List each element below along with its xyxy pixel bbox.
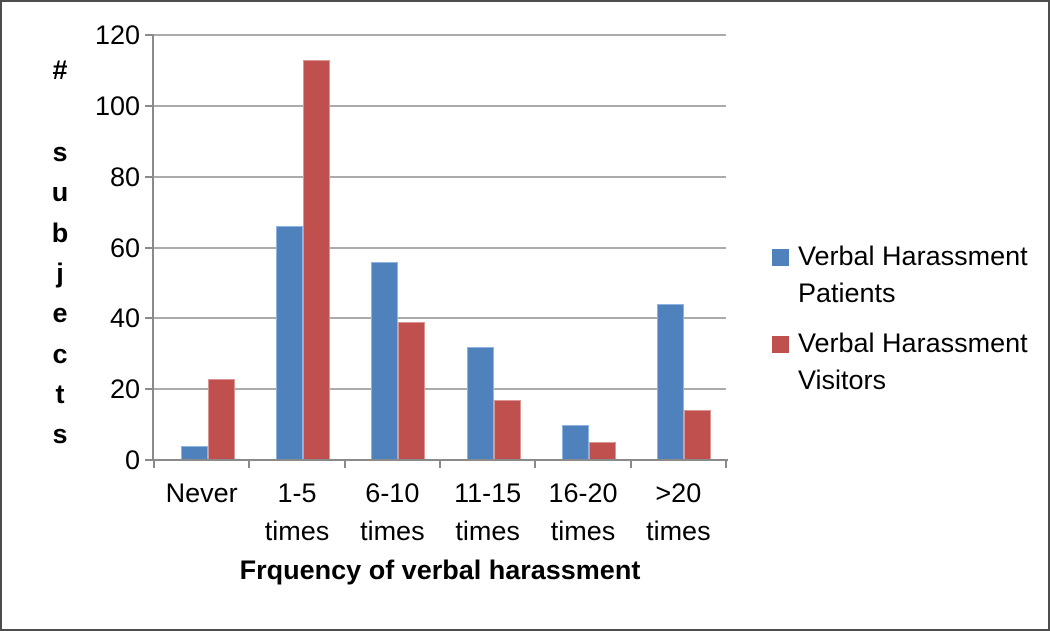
y-axis-title-letter-4: j	[56, 257, 64, 288]
legend-entry-patients: Verbal Harassment Patients	[798, 238, 1048, 312]
y-tick-label-80: 80	[109, 161, 140, 192]
y-axis-title-letter-2: u	[51, 177, 69, 208]
y-axis-tick-20	[145, 388, 153, 391]
bar-patients-3	[466, 346, 494, 460]
y-axis-line	[152, 34, 154, 461]
legend-label-patients-line1: Verbal Harassment	[798, 241, 1028, 271]
y-axis-tick-80	[145, 175, 153, 178]
y-axis-title-letter-3: b	[51, 217, 69, 248]
x-axis-tick-5	[629, 460, 632, 468]
x-category-label-4: 16-20 times	[548, 478, 618, 546]
bar-visitors-4	[588, 442, 616, 460]
x-axis-tick-6	[725, 460, 727, 468]
gridline-20	[154, 388, 726, 391]
x-axis-tick-0	[153, 460, 155, 468]
legend-entry-visitors: Verbal Harassment Visitors	[798, 325, 1048, 399]
gridline-100	[154, 104, 726, 107]
y-tick-label-20: 20	[109, 374, 140, 405]
bar-visitors-3	[493, 399, 521, 460]
legend-label-patients-line2: Patients	[798, 278, 896, 308]
x-category-label-0: Never	[165, 478, 238, 508]
bar-patients-2	[371, 261, 399, 460]
x-axis-title: Frquency of verbal harassment	[239, 555, 641, 585]
y-axis-title-letter-1: s	[52, 137, 68, 167]
gridline-80	[154, 175, 726, 178]
y-axis-title-letter-5: e	[52, 298, 68, 329]
y-tick-label-120: 120	[94, 20, 140, 50]
x-axis-tick-4	[534, 460, 537, 468]
y-axis-tick-0	[145, 459, 153, 461]
y-tick-label-0: 0	[124, 445, 140, 475]
y-axis-tick-100	[145, 104, 153, 107]
bar-visitors-0	[207, 378, 235, 460]
y-tick-label-40: 40	[109, 303, 140, 334]
x-category-label-3: 11-15 times	[454, 478, 522, 546]
y-axis-tick-120	[145, 34, 153, 36]
bar-patients-5	[657, 304, 685, 460]
plot-area	[154, 35, 726, 460]
gridline-120	[154, 34, 726, 36]
y-axis-tick-40	[145, 317, 153, 320]
bar-visitors-5	[684, 410, 712, 460]
x-category-label-2: 6-10 times	[360, 478, 425, 546]
bar-visitors-2	[398, 321, 426, 460]
bar-patients-4	[561, 424, 589, 460]
gridline-40	[154, 317, 726, 320]
legend-label-visitors-line1: Verbal Harassment	[798, 328, 1028, 358]
y-axis-title-letter-6: c	[52, 338, 68, 369]
legend-swatch-visitors	[772, 336, 789, 353]
x-axis-tick-2	[343, 460, 346, 468]
y-axis-title-letter-7: t	[55, 378, 65, 409]
bar-patients-0	[180, 445, 208, 460]
y-tick-label-60: 60	[109, 232, 140, 263]
x-category-label-1: 1-5 times	[264, 478, 330, 546]
bar-patients-1	[275, 226, 303, 460]
y-tick-label-100: 100	[94, 90, 140, 121]
legend-label-visitors-line2: Visitors	[798, 365, 887, 395]
y-axis-tick-60	[145, 246, 153, 249]
gridline-60	[154, 246, 726, 249]
x-axis-tick-1	[248, 460, 251, 468]
bar-visitors-1	[302, 59, 330, 460]
y-axis-title-letter-0: #	[52, 55, 68, 85]
x-axis-tick-3	[439, 460, 441, 468]
legend-swatch-patients	[772, 249, 789, 266]
y-axis-title-letter-8: s	[52, 419, 68, 450]
x-category-label-5: >20 times	[646, 478, 711, 546]
